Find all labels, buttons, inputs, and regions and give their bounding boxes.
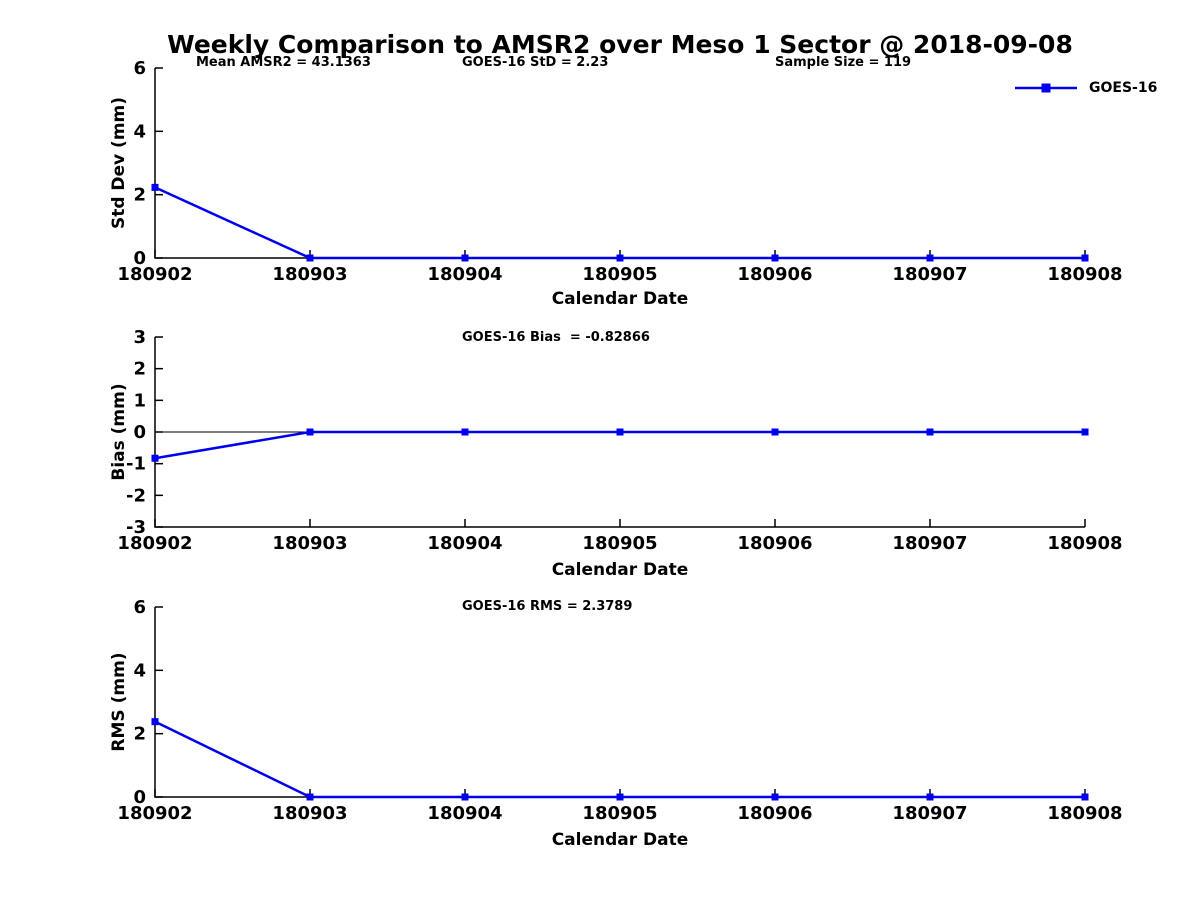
data-line [154, 186, 1085, 260]
x-tick-label: 180908 [1047, 264, 1122, 285]
x-tick-label: 180906 [737, 533, 812, 554]
x-tick-label: 180906 [737, 803, 812, 824]
data-point-marker [926, 254, 934, 262]
y-axis-label-bias: Bias (mm) [109, 383, 129, 481]
x-tick-label: 180902 [117, 264, 192, 285]
y-tick-label: 2 [133, 185, 146, 206]
x-axis-label-std-dev: Calendar Date [551, 289, 689, 309]
figure-title: Weekly Comparison to AMSR2 over Meso 1 S… [167, 30, 1073, 59]
x-axis-label-bias: Calendar Date [551, 560, 689, 580]
axis-spines [154, 607, 1085, 798]
data-point-marker [151, 183, 159, 191]
y-tick-label: 0 [133, 248, 146, 269]
x-tick-label: 180903 [272, 533, 347, 554]
data-point-marker [306, 793, 314, 801]
y-axis-label-rms: RMS (mm) [109, 652, 129, 752]
x-tick-label: 180902 [117, 803, 192, 824]
x-tick-label: 180904 [427, 803, 502, 824]
x-tick-label: 180907 [892, 803, 967, 824]
data-point-marker [771, 428, 779, 436]
y-tick-label: 2 [133, 359, 146, 380]
x-tick-label: 180907 [892, 264, 967, 285]
axis-spines [154, 68, 1085, 259]
data-point-marker [616, 428, 624, 436]
x-tick-label: 180907 [892, 533, 967, 554]
stat-annotation: GOES-16 RMS = 2.3789 [462, 599, 633, 614]
x-tick-label: 180904 [427, 533, 502, 554]
stat-annotation: Sample Size = 119 [775, 55, 912, 70]
y-axis-label-std-dev: Std Dev (mm) [109, 96, 129, 230]
y-tick-label: 0 [133, 422, 146, 443]
y-tick-label: 2 [133, 724, 146, 745]
x-axis-label-rms: Calendar Date [551, 830, 689, 850]
data-point-marker [151, 454, 159, 462]
x-tick-label: 180903 [272, 264, 347, 285]
stat-annotation: GOES-16 StD = 2.23 [462, 55, 609, 70]
x-tick-label: 180908 [1047, 533, 1122, 554]
x-tick-label: 180908 [1047, 803, 1122, 824]
y-tick-label: 4 [133, 660, 146, 681]
data-point-marker [306, 428, 314, 436]
data-point-marker [616, 254, 624, 262]
data-point-marker [771, 254, 779, 262]
x-tick-label: 180905 [582, 533, 657, 554]
legend-line-sample [1015, 83, 1077, 93]
x-tick-label: 180903 [272, 803, 347, 824]
data-point-marker [461, 254, 469, 262]
stat-annotation: GOES-16 Bias = -0.82866 [462, 330, 650, 345]
data-point-marker [151, 718, 159, 726]
data-point-marker [616, 793, 624, 801]
legend-marker [1041, 83, 1051, 93]
legend: GOES-16 [1015, 79, 1157, 97]
y-tick-label: 1 [133, 390, 146, 411]
stat-annotation: Mean AMSR2 = 43.1363 [196, 55, 371, 70]
legend-label: GOES-16 [1089, 80, 1158, 96]
y-tick-label: 6 [133, 597, 146, 618]
data-point-marker [771, 793, 779, 801]
x-tick-label: 180904 [427, 264, 502, 285]
data-point-marker [1081, 254, 1089, 262]
y-tick-label: -3 [126, 517, 146, 538]
y-tick-label: 6 [133, 58, 146, 79]
y-tick-label: 3 [133, 327, 146, 348]
y-tick-label: 0 [133, 787, 146, 808]
x-tick-label: 180905 [582, 264, 657, 285]
data-point-marker [461, 428, 469, 436]
data-point-marker [926, 793, 934, 801]
data-point-marker [1081, 428, 1089, 436]
data-point-marker [461, 793, 469, 801]
data-line [154, 720, 1085, 799]
x-tick-label: 180906 [737, 264, 812, 285]
y-tick-label: -1 [126, 454, 146, 475]
data-point-marker [1081, 793, 1089, 801]
x-tick-label: 180905 [582, 803, 657, 824]
y-tick-label: 4 [133, 121, 146, 142]
x-tick-label: 180902 [117, 533, 192, 554]
data-point-marker [926, 428, 934, 436]
data-line [154, 430, 1085, 460]
data-point-marker [306, 254, 314, 262]
y-tick-label: -2 [126, 485, 146, 506]
